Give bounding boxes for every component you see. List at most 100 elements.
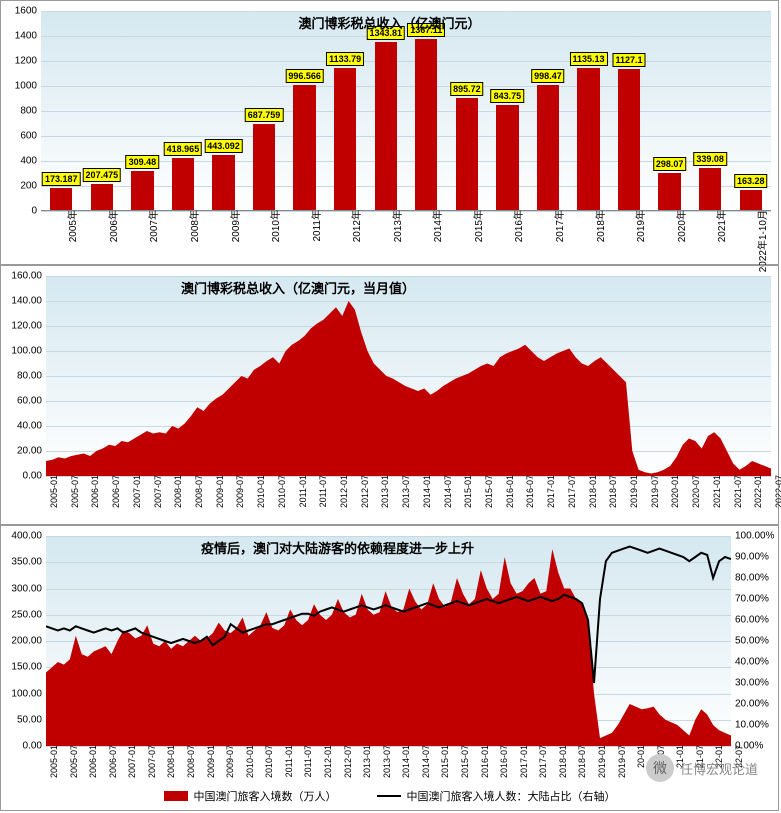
chart2-title: 澳门博彩税总收入（亿澳门元，当月值） bbox=[181, 278, 415, 297]
chart3-ytick-left: 400.00 bbox=[11, 531, 46, 542]
chart2-xtick: 2009-07 bbox=[232, 475, 245, 508]
chart1-title: 澳门博彩税总收入（亿澳门元） bbox=[298, 13, 480, 32]
chart3-xtick: 2018-01 bbox=[555, 745, 568, 778]
chart1-data-label: 418.965 bbox=[164, 142, 203, 156]
chart3-xtick: 2010-07 bbox=[261, 745, 274, 778]
chart1-data-label: 687.759 bbox=[245, 108, 284, 122]
chart1-data-label: 443.092 bbox=[204, 139, 243, 153]
chart2-svg bbox=[46, 276, 771, 476]
chart3-ytick-right: 80.00% bbox=[731, 573, 769, 584]
chart2-xtick: 2018-07 bbox=[605, 475, 618, 508]
chart3-xtick: 2016-07 bbox=[496, 745, 509, 778]
chart3-ytick-left: 200.00 bbox=[11, 636, 46, 647]
chart2-xtick: 2014-07 bbox=[440, 475, 453, 508]
chart1-xtick: 2015年 bbox=[467, 210, 485, 242]
chart1-xtick: 2017年 bbox=[548, 210, 566, 242]
legend-item-area: 中国澳门旅客入境数（万人） bbox=[164, 788, 337, 804]
chart1-xtick: 2012年 bbox=[345, 210, 363, 242]
chart1-bar bbox=[658, 173, 680, 210]
legend-swatch-line bbox=[377, 795, 401, 797]
chart1-data-label: 1127.1 bbox=[613, 53, 646, 67]
chart3-xtick: 2006-01 bbox=[85, 745, 98, 778]
chart1-bar bbox=[172, 158, 194, 210]
chart2-xtick: 2010-01 bbox=[253, 475, 266, 508]
chart3-ytick-right: 20.00% bbox=[731, 699, 769, 710]
chart3-ytick-left: 150.00 bbox=[11, 662, 46, 673]
chart2-plot: 0.0020.0040.0060.0080.00100.00120.00140.… bbox=[46, 276, 771, 476]
chart1-gridline bbox=[41, 61, 771, 62]
chart2-xtick: 2020-07 bbox=[688, 475, 701, 508]
chart1-bar bbox=[699, 168, 721, 210]
chart1-data-label: 207.475 bbox=[83, 168, 122, 182]
chart1-xtick: 2008年 bbox=[183, 210, 201, 242]
chart2-ytick: 100.00 bbox=[11, 346, 46, 357]
chart1-xtick: 2011年 bbox=[305, 210, 323, 242]
legend-label-line: 中国澳门旅客入境人数：大陆占比（右轴） bbox=[407, 788, 616, 804]
chart2-xtick: 2022-07 bbox=[771, 475, 781, 508]
chart3-xtick: 2018-07 bbox=[574, 745, 587, 778]
chart1-gridline bbox=[41, 111, 771, 112]
chart1-ytick: 400 bbox=[20, 156, 41, 167]
chart3-xtick: 2006-07 bbox=[105, 745, 118, 778]
chart1-bar bbox=[496, 105, 518, 210]
chart3-xtick: 2014-07 bbox=[418, 745, 431, 778]
chart2-xtick: 2012-01 bbox=[336, 475, 349, 508]
chart1-ytick: 800 bbox=[20, 106, 41, 117]
chart3-title: 疫情后，澳门对大陆游客的依赖程度进一步上升 bbox=[201, 538, 474, 557]
chart3-xtick: 2012-01 bbox=[320, 745, 333, 778]
chart2-ytick: 160.00 bbox=[11, 271, 46, 282]
chart2-xtick: 2018-01 bbox=[585, 475, 598, 508]
chart3-xtick: 2005-01 bbox=[46, 745, 59, 778]
chart1-ytick: 200 bbox=[20, 181, 41, 192]
chart3-ytick-right: 100.00% bbox=[731, 531, 774, 542]
chart2-xtick: 2013-01 bbox=[377, 475, 390, 508]
chart1-data-label: 163.28 bbox=[734, 174, 768, 188]
chart1-bar bbox=[375, 42, 397, 210]
chart2-ytick: 80.00 bbox=[17, 371, 46, 382]
chart1-xtick: 2005年 bbox=[61, 210, 79, 242]
chart1-xtick: 2006年 bbox=[102, 210, 120, 242]
chart2-xtick: 2021-01 bbox=[709, 475, 722, 508]
chart2-xtick: 2013-07 bbox=[398, 475, 411, 508]
chart2-ytick: 20.00 bbox=[17, 446, 46, 457]
chart3-ytick-left: 300.00 bbox=[11, 583, 46, 594]
chart1-data-label: 895.72 bbox=[450, 82, 484, 96]
chart3-ytick-left: 50.00 bbox=[17, 714, 46, 725]
chart3-area bbox=[46, 549, 731, 746]
chart1-xtick: 2013年 bbox=[386, 210, 404, 242]
watermark-text: 任博宏观论道 bbox=[680, 759, 758, 778]
chart1-ytick: 1000 bbox=[15, 81, 41, 92]
chart1-data-label: 1135.13 bbox=[569, 52, 607, 66]
chart1-ytick: 1200 bbox=[15, 56, 41, 67]
chart3-xtick: 2007-01 bbox=[124, 745, 137, 778]
chart1-bar bbox=[212, 155, 234, 210]
chart3-xtick: 2007-07 bbox=[144, 745, 157, 778]
chart1-ytick: 1400 bbox=[15, 31, 41, 42]
chart3-ytick-left: 350.00 bbox=[11, 557, 46, 568]
chart3-ytick-right: 60.00% bbox=[731, 615, 769, 626]
watermark: 微任博宏观论道 bbox=[646, 754, 758, 782]
chart1-data-label: 309.48 bbox=[126, 155, 160, 169]
chart3-ytick-right: 90.00% bbox=[731, 552, 769, 563]
chart2-ytick: 0.00 bbox=[23, 471, 46, 482]
chart2-xtick: 2015-01 bbox=[460, 475, 473, 508]
chart1-bar bbox=[618, 69, 640, 210]
chart3-xtick: 2019-01 bbox=[594, 745, 607, 778]
chart3-xtick: 2019-07 bbox=[614, 745, 627, 778]
chart2-xtick: 2007-01 bbox=[129, 475, 142, 508]
chart2-xtick: 2016-01 bbox=[502, 475, 515, 508]
chart3-xtick: 2017-01 bbox=[516, 745, 529, 778]
chart3-xtick: 2008-07 bbox=[183, 745, 196, 778]
chart1-xtick: 2020年 bbox=[670, 210, 688, 242]
chart1-xtick: 2007年 bbox=[142, 210, 160, 242]
chart2-container: 0.0020.0040.0060.0080.00100.00120.00140.… bbox=[0, 265, 779, 525]
chart1-bar bbox=[293, 85, 315, 210]
chart1-bar bbox=[91, 184, 113, 210]
chart1-gridline bbox=[41, 86, 771, 87]
chart1-data-label: 1133.79 bbox=[326, 52, 364, 66]
chart2-xtick: 2011-01 bbox=[295, 475, 308, 507]
chart2-xtick: 2017-01 bbox=[543, 475, 556, 508]
chart1-ytick: 1600 bbox=[15, 6, 41, 17]
chart2-xtick: 2011-07 bbox=[315, 475, 328, 507]
chart1-xtick: 2021年 bbox=[710, 210, 728, 242]
